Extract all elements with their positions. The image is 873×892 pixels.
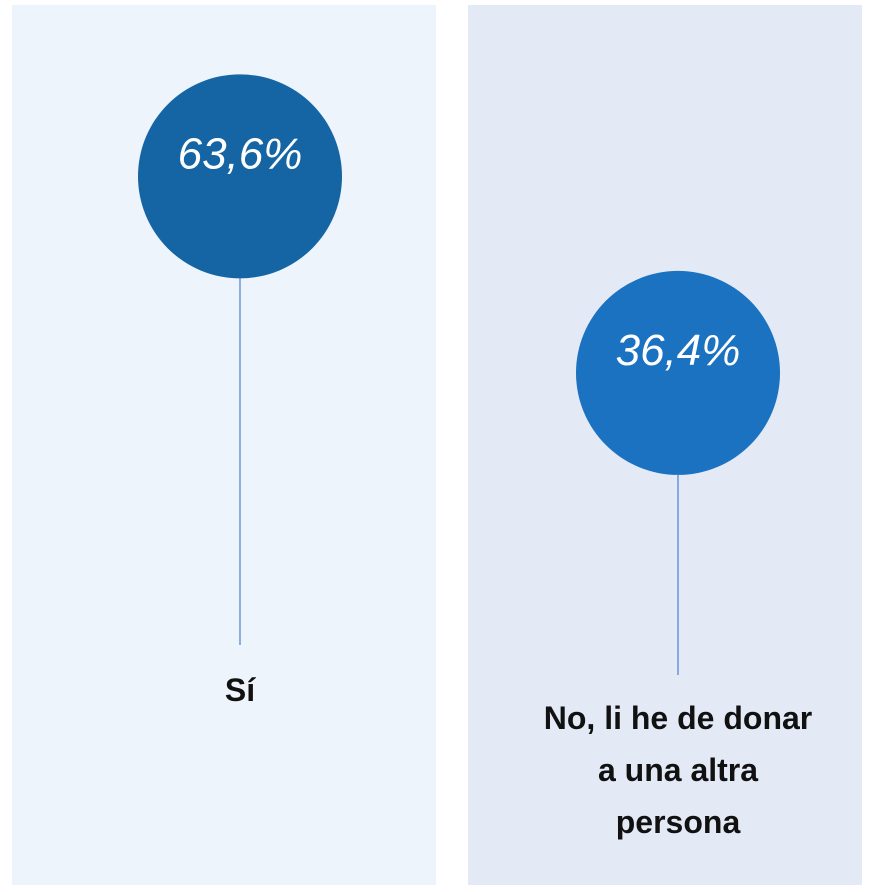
bubble	[138, 74, 342, 279]
value-label: 36,4%	[616, 326, 741, 375]
bubble	[576, 270, 780, 475]
category-label: No, li he de donar a una altra persona	[543, 700, 813, 840]
category-label: Sí	[224, 672, 256, 708]
value-label: 63,6%	[178, 129, 303, 178]
